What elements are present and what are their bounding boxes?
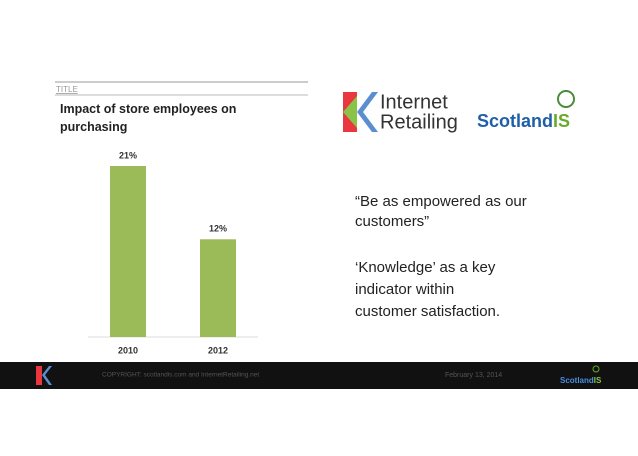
logo-shape — [343, 96, 357, 128]
chart-area: 21% 2010 12% 2012 — [88, 150, 258, 355]
logo-text: Internet — [380, 91, 448, 113]
footer-mini-logo-suffix: IS — [594, 376, 602, 385]
logo-shape — [557, 90, 575, 108]
internet-retailing-logo: Internet Retailing — [343, 91, 458, 133]
footer-mini-logo-main: Scotland — [560, 376, 594, 385]
footer-mini-icon — [592, 365, 600, 373]
quote-line: “Be as empowered as our — [355, 193, 527, 210]
footer-mini-logo: ScotlandIS — [560, 376, 602, 385]
quote: “Be as empowered as our customers” ‘Know… — [355, 193, 527, 320]
footer-band — [0, 362, 638, 389]
bar — [200, 239, 236, 337]
footer-logo — [42, 366, 52, 385]
chart-title-line: purchasing — [60, 120, 127, 134]
quote-line: ‘Knowledge’ as a key — [355, 259, 496, 276]
section-label: TITLE — [56, 85, 78, 94]
date: February 13, 2014 — [445, 372, 502, 379]
footer-logo — [36, 366, 42, 385]
x-tick-label: 2010 — [118, 345, 138, 355]
copyright: COPYRIGHT: scotlandis.com and InternetRe… — [102, 372, 259, 379]
quote-line: customers” — [355, 213, 429, 230]
logo-text: ScotlandIS — [477, 111, 570, 131]
quote-line: customer satisfaction. — [355, 303, 500, 320]
chart-title: Impact of store employees on purchasing — [60, 102, 236, 134]
logo-text: Retailing — [380, 111, 458, 133]
logo-shape — [357, 92, 378, 132]
logo-text-main: Scotland — [477, 111, 553, 131]
logo-text-suffix: IS — [553, 111, 570, 131]
value-label: 21% — [119, 150, 137, 160]
chart-title-line: Impact of store employees on — [60, 102, 236, 116]
scotlandis-logo: ScotlandIS — [477, 90, 575, 131]
x-tick-label: 2012 — [208, 345, 228, 355]
value-label: 12% — [209, 224, 227, 234]
bar — [110, 166, 146, 337]
quote-line: indicator within — [355, 281, 454, 298]
